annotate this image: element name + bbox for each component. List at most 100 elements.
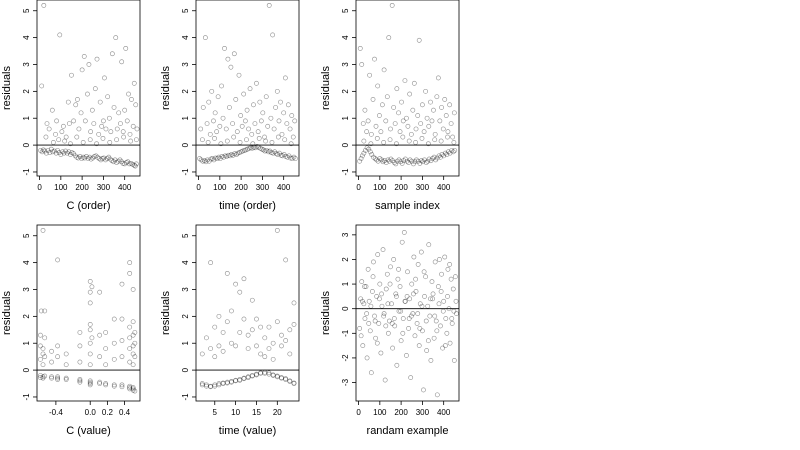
data-point <box>398 338 404 344</box>
data-point <box>263 94 269 100</box>
data-point <box>393 161 399 167</box>
data-point <box>440 308 446 314</box>
x-tick-label: 100 <box>373 408 387 417</box>
data-point <box>119 338 125 343</box>
data-point <box>270 373 276 378</box>
y-tick-label: 5 <box>181 233 190 238</box>
data-point <box>69 72 74 78</box>
y-axis: -1 0 1 2 3 4 5 <box>181 8 196 176</box>
data-point <box>408 131 414 137</box>
data-point <box>103 381 109 386</box>
data-point <box>453 298 459 304</box>
data-point <box>268 115 274 121</box>
data-point <box>103 382 109 388</box>
data-point <box>198 126 204 132</box>
data-point <box>50 149 56 155</box>
data-point <box>78 110 84 116</box>
data-point <box>89 335 95 341</box>
panel-1: 0 100 200 300 400 -1 0 1 2 3 4 5 C (order) residuals <box>1 0 141 212</box>
data-point <box>57 32 63 38</box>
data-point <box>373 335 378 341</box>
data-point <box>75 155 81 161</box>
data-point <box>438 138 444 144</box>
data-point <box>109 158 115 164</box>
data-point <box>237 377 243 383</box>
data-point <box>366 321 372 326</box>
x-axis-label: C (order) <box>66 200 110 212</box>
data-point <box>273 151 279 157</box>
data-point <box>364 145 370 151</box>
x-tick-label: 300 <box>256 183 270 192</box>
data-point <box>224 138 230 144</box>
data-point <box>244 137 249 143</box>
data-point <box>430 156 436 161</box>
data-point <box>372 156 378 161</box>
data-point <box>373 123 379 129</box>
data-point <box>40 346 46 352</box>
data-point <box>383 323 389 329</box>
data-point <box>96 156 102 161</box>
data-point <box>92 86 98 92</box>
x-tick-label: 300 <box>416 408 430 417</box>
data-point <box>249 131 255 137</box>
data-point <box>87 322 93 327</box>
data-point <box>200 105 206 110</box>
data-point <box>212 324 218 330</box>
x-tick-label: 200 <box>394 408 408 417</box>
data-point <box>127 359 133 365</box>
data-point <box>224 270 230 276</box>
data-point <box>68 152 73 157</box>
x-tick-label: 0.0 <box>85 408 97 417</box>
data-points <box>38 227 138 394</box>
data-point <box>128 138 134 144</box>
data-point <box>103 157 108 163</box>
data-point <box>132 340 138 346</box>
data-point <box>42 148 48 154</box>
data-point <box>211 118 216 124</box>
data-point <box>389 321 395 326</box>
data-point <box>257 99 263 105</box>
data-point <box>386 35 392 41</box>
data-point <box>389 2 395 8</box>
data-point <box>212 110 218 116</box>
data-point <box>249 297 255 303</box>
data-point <box>216 382 222 388</box>
data-point <box>440 345 446 351</box>
data-point <box>42 354 48 360</box>
data-point <box>425 141 431 147</box>
data-point <box>61 150 67 156</box>
y-tick-label: -1 <box>22 168 31 176</box>
data-point <box>231 51 237 57</box>
data-point <box>238 113 244 118</box>
data-point <box>379 303 385 309</box>
data-point <box>63 377 69 382</box>
data-point <box>432 313 438 319</box>
data-point <box>50 140 56 145</box>
y-axis-label: residuals <box>160 290 172 335</box>
data-point <box>432 259 438 265</box>
data-point <box>283 153 289 159</box>
data-point <box>217 123 223 129</box>
data-point <box>245 346 251 352</box>
data-point <box>286 153 292 159</box>
data-point <box>423 318 429 324</box>
data-point <box>449 316 455 321</box>
data-point <box>49 359 54 365</box>
data-point <box>241 91 247 97</box>
data-point <box>447 150 453 156</box>
y-axis: -1 0 1 2 3 4 5 <box>22 233 37 401</box>
data-point <box>361 301 367 307</box>
data-point <box>369 152 375 157</box>
data-point <box>285 102 291 108</box>
data-point <box>111 340 117 346</box>
data-point <box>421 269 427 275</box>
data-point <box>372 56 377 62</box>
data-point <box>415 311 421 317</box>
data-point <box>269 140 275 145</box>
x-tick-label: 300 <box>97 183 111 192</box>
data-point <box>374 135 380 141</box>
data-point <box>119 382 125 388</box>
data-point <box>368 141 374 147</box>
data-point <box>127 270 133 276</box>
data-point <box>241 316 247 322</box>
